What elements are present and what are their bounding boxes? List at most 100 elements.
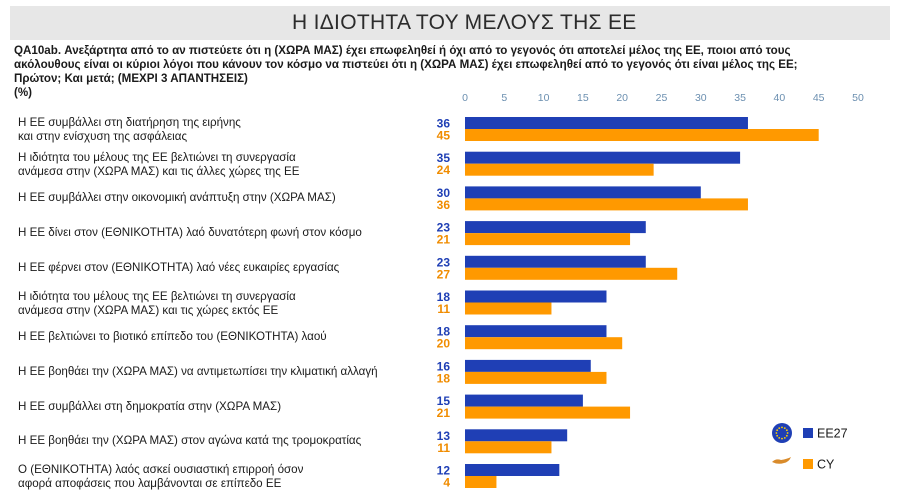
eu-flag-star	[776, 429, 779, 432]
legend-swatch-cy	[803, 459, 813, 469]
x-tick-label: 40	[774, 92, 786, 104]
bar-ee27	[465, 359, 591, 372]
legend-label-cy: CY	[817, 458, 835, 472]
category-label: Η ΕΕ βοηθάει την (ΧΩΡΑ ΜΑΣ) να αντιμετωπ…	[18, 365, 413, 379]
data-label-cy: 18	[437, 371, 451, 385]
bar-ee27	[465, 325, 607, 338]
category-label-line: Ο (ΕΘΝΙΚΟΤΗΤΑ) λαός ασκεί ουσιαστική επι…	[18, 463, 304, 476]
cyprus-flag-icon	[772, 457, 791, 464]
category-label-line: Η ΕΕ συμβάλλει στη δημοκρατία στην (ΧΩΡΑ…	[18, 399, 282, 413]
bar-ee27	[465, 186, 701, 199]
bar-cy	[465, 337, 623, 350]
data-label-ee27: 35	[437, 151, 451, 165]
category-label-line: Η ΕΕ συμβάλλει στη διατήρηση της ειρήνης	[18, 116, 241, 129]
data-label-cy: 45	[437, 129, 451, 143]
x-tick-label: 15	[577, 92, 589, 104]
category-label: Η ΕΕ φέρνει στον (ΕΘΝΙΚΟΤΗΤΑ) λαό νέες ε…	[18, 261, 413, 275]
category-label: Η ΕΕ συμβάλλει στη δημοκρατία στην (ΧΩΡΑ…	[18, 400, 413, 414]
page-title: Η ΙΔΙΟΤΗΤΑ ΤΟΥ ΜΕΛΟΥΣ ΤΗΣ ΕΕ	[292, 11, 637, 34]
question-text: QA10ab. Ανεξάρτητα από το αν πιστεύετε ό…	[14, 44, 884, 100]
bar-cy	[465, 441, 552, 454]
bar-ee27	[465, 464, 560, 476]
bar-cy	[465, 371, 607, 384]
category-label-line: Η ΕΕ βοηθάει την (ΧΩΡΑ ΜΑΣ) στον αγώνα κ…	[18, 434, 362, 448]
category-label-line: Η ΕΕ συμβάλλει στην οικονομική ανάπτυξη …	[18, 191, 336, 205]
x-tick-label: 25	[656, 92, 668, 104]
bar-ee27	[465, 290, 607, 303]
bar-cy	[465, 476, 497, 488]
x-tick-label: 10	[538, 92, 550, 104]
category-label-line: Η ΕΕ βοηθάει την (ΧΩΡΑ ΜΑΣ) να αντιμετωπ…	[18, 364, 378, 378]
bar-cy	[465, 198, 748, 211]
bar-cy	[465, 129, 819, 141]
category-label: Η ΕΕ βελτιώνει το βιοτικό επίπεδο του (Ε…	[18, 330, 413, 344]
category-label: Η ΕΕ συμβάλλει στην οικονομική ανάπτυξη …	[18, 191, 413, 205]
category-label-line: Η ΕΕ φέρνει στον (ΕΘΝΙΚΟΤΗΤΑ) λαό νέες ε…	[18, 260, 340, 274]
data-label-cy: 36	[437, 198, 451, 212]
data-label-ee27: 18	[437, 325, 451, 339]
bar-ee27	[465, 221, 646, 234]
eu-flag-star	[778, 427, 781, 430]
title-bar: Η ΙΔΙΟΤΗΤΑ ΤΟΥ ΜΕΛΟΥΣ ΤΗΣ ΕΕ	[10, 6, 890, 40]
data-label-cy: 24	[437, 163, 451, 177]
question-line-3: Πρώτον; Και μετά; (ΜΕΧΡΙ 3 ΑΠΑΝΤΗΣΕΙΣ)	[14, 72, 248, 85]
legend-label-ee27: EE27	[817, 427, 848, 441]
data-label-ee27: 12	[437, 464, 451, 478]
eu-flag-star	[785, 434, 788, 437]
eu-flag-star	[786, 432, 789, 434]
data-label-cy: 11	[437, 441, 450, 455]
bar-ee27	[465, 255, 646, 268]
x-tick-label: 45	[813, 92, 825, 104]
bar-cy	[465, 163, 654, 176]
bar-cy	[465, 302, 552, 315]
data-label-cy: 11	[437, 302, 450, 316]
category-label: Η ΕΕ δίνει στον (ΕΘΝΙΚΟΤΗΤΑ) λαό δυνατότ…	[18, 226, 413, 240]
bar-ee27	[465, 394, 583, 407]
question-line-1: QA10ab. Ανεξάρτητα από το αν πιστεύετε ό…	[14, 44, 791, 57]
x-tick-label: 30	[695, 92, 707, 104]
category-label-line: Η ιδιότητα του μέλους της ΕΕ βελτιώνει τ…	[18, 150, 296, 164]
data-label-cy: 20	[437, 337, 451, 351]
eu-flag-star	[778, 436, 781, 439]
eu-flag-icon	[772, 423, 792, 443]
x-tick-label: 50	[852, 92, 864, 104]
category-label-line: ανάμεσα στην (ΧΩΡΑ ΜΑΣ) και τις άλλες χώ…	[18, 164, 300, 178]
eu-flag-star	[783, 427, 786, 430]
category-label-line: Η ιδιότητα του μέλους της ΕΕ βελτιώνει τ…	[18, 289, 296, 303]
eu-flag-star	[781, 426, 783, 429]
x-tick-label: 20	[616, 92, 628, 104]
eu-flag-star	[781, 437, 783, 440]
data-label-ee27: 15	[437, 394, 451, 408]
category-label-line: Η ΕΕ δίνει στον (ΕΘΝΙΚΟΤΗΤΑ) λαό δυνατότ…	[18, 226, 362, 240]
eu-flag-star	[775, 432, 778, 434]
data-label-ee27: 23	[437, 221, 451, 235]
data-label-ee27: 13	[437, 429, 451, 443]
data-label-cy: 21	[437, 406, 451, 420]
data-label-ee27: 23	[437, 255, 451, 269]
x-tick-label: 35	[734, 92, 746, 104]
x-tick-label: 0	[462, 92, 468, 104]
data-label-ee27: 18	[437, 290, 451, 304]
legend-swatch-ee27	[803, 428, 813, 438]
category-label: Η ιδιότητα του μέλους της ΕΕ βελτιώνει τ…	[18, 290, 413, 318]
eu-flag-star	[783, 436, 786, 439]
category-label: Ο (ΕΘΝΙΚΟΤΗΤΑ) λαός ασκεί ουσιαστική επι…	[18, 463, 413, 491]
category-label: Η ιδιότητα του μέλους της ΕΕ βελτιώνει τ…	[18, 151, 413, 179]
category-label: Η ΕΕ συμβάλλει στη διατήρηση της ειρήνης…	[18, 116, 413, 144]
category-label-line: Η ΕΕ βελτιώνει το βιοτικό επίπεδο του (Ε…	[18, 330, 327, 344]
question-line-2: ακόλουθους είναι οι κύριοι λόγοι που κάν…	[14, 58, 798, 71]
bar-cy	[465, 406, 631, 419]
category-label-line: και στην ενίσχυση της ασφάλειας	[18, 130, 188, 143]
bar-ee27	[465, 429, 568, 442]
unit-label: (%)	[14, 86, 33, 99]
data-label-cy: 27	[437, 267, 451, 281]
eu-flag-star	[785, 429, 788, 432]
data-label-cy: 4	[443, 476, 450, 489]
category-label-line: ανάμεσα στην (ΧΩΡΑ ΜΑΣ) και τις χώρες εκ…	[18, 303, 279, 317]
bar-cy	[465, 267, 678, 280]
category-label-line: αφορά αποφάσεις που λαμβάνονται σε επίπε…	[18, 477, 282, 490]
data-label-ee27: 30	[437, 186, 451, 200]
data-label-cy: 21	[437, 233, 451, 247]
data-label-ee27: 36	[437, 117, 451, 131]
